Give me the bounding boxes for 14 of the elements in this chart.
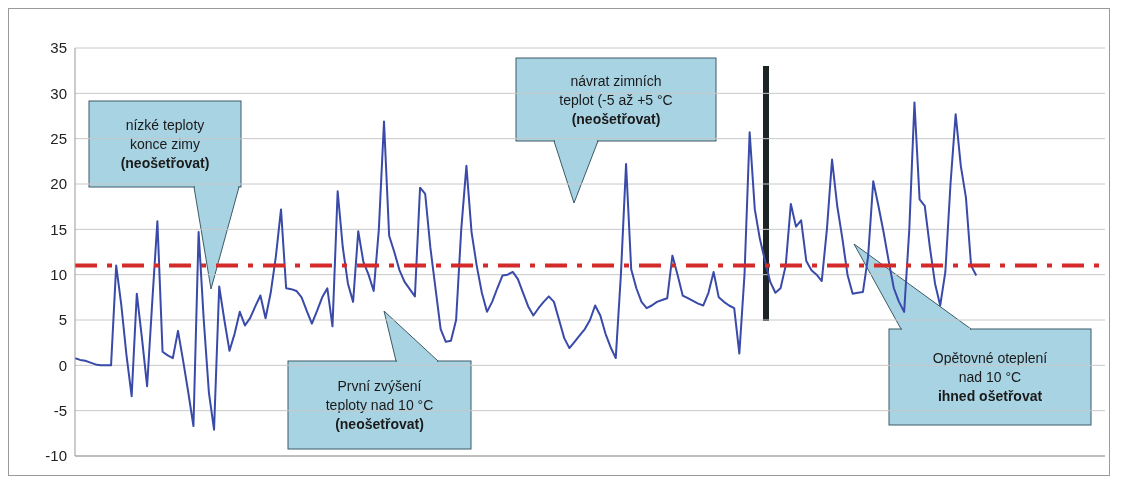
y-tick-label: 30 (50, 84, 67, 102)
y-tick-label: 25 (50, 129, 67, 147)
y-tick-label: 10 (50, 265, 67, 283)
y-tick-label: -5 (53, 401, 67, 419)
y-tick-label: 5 (58, 311, 67, 329)
annotation: Opětovné oteplení nad 10 °C ihned ošetřovat (932, 350, 1048, 404)
y-tick-label: -10 (45, 447, 67, 465)
y-tick-label: 0 (58, 356, 67, 374)
y-tick-label: 15 (50, 220, 67, 238)
y-tick-label: 35 (50, 39, 67, 57)
annotation: návrat zimních teplot (-5 až +5 °C (neošetřovat) (559, 72, 673, 127)
annotation: První zvýšení teploty nad 10 °C (neošetřovat) (325, 378, 434, 432)
annotation: nízké teploty konce zimy (neošetřovat) (120, 117, 210, 171)
y-tick-label: 20 (50, 175, 67, 193)
